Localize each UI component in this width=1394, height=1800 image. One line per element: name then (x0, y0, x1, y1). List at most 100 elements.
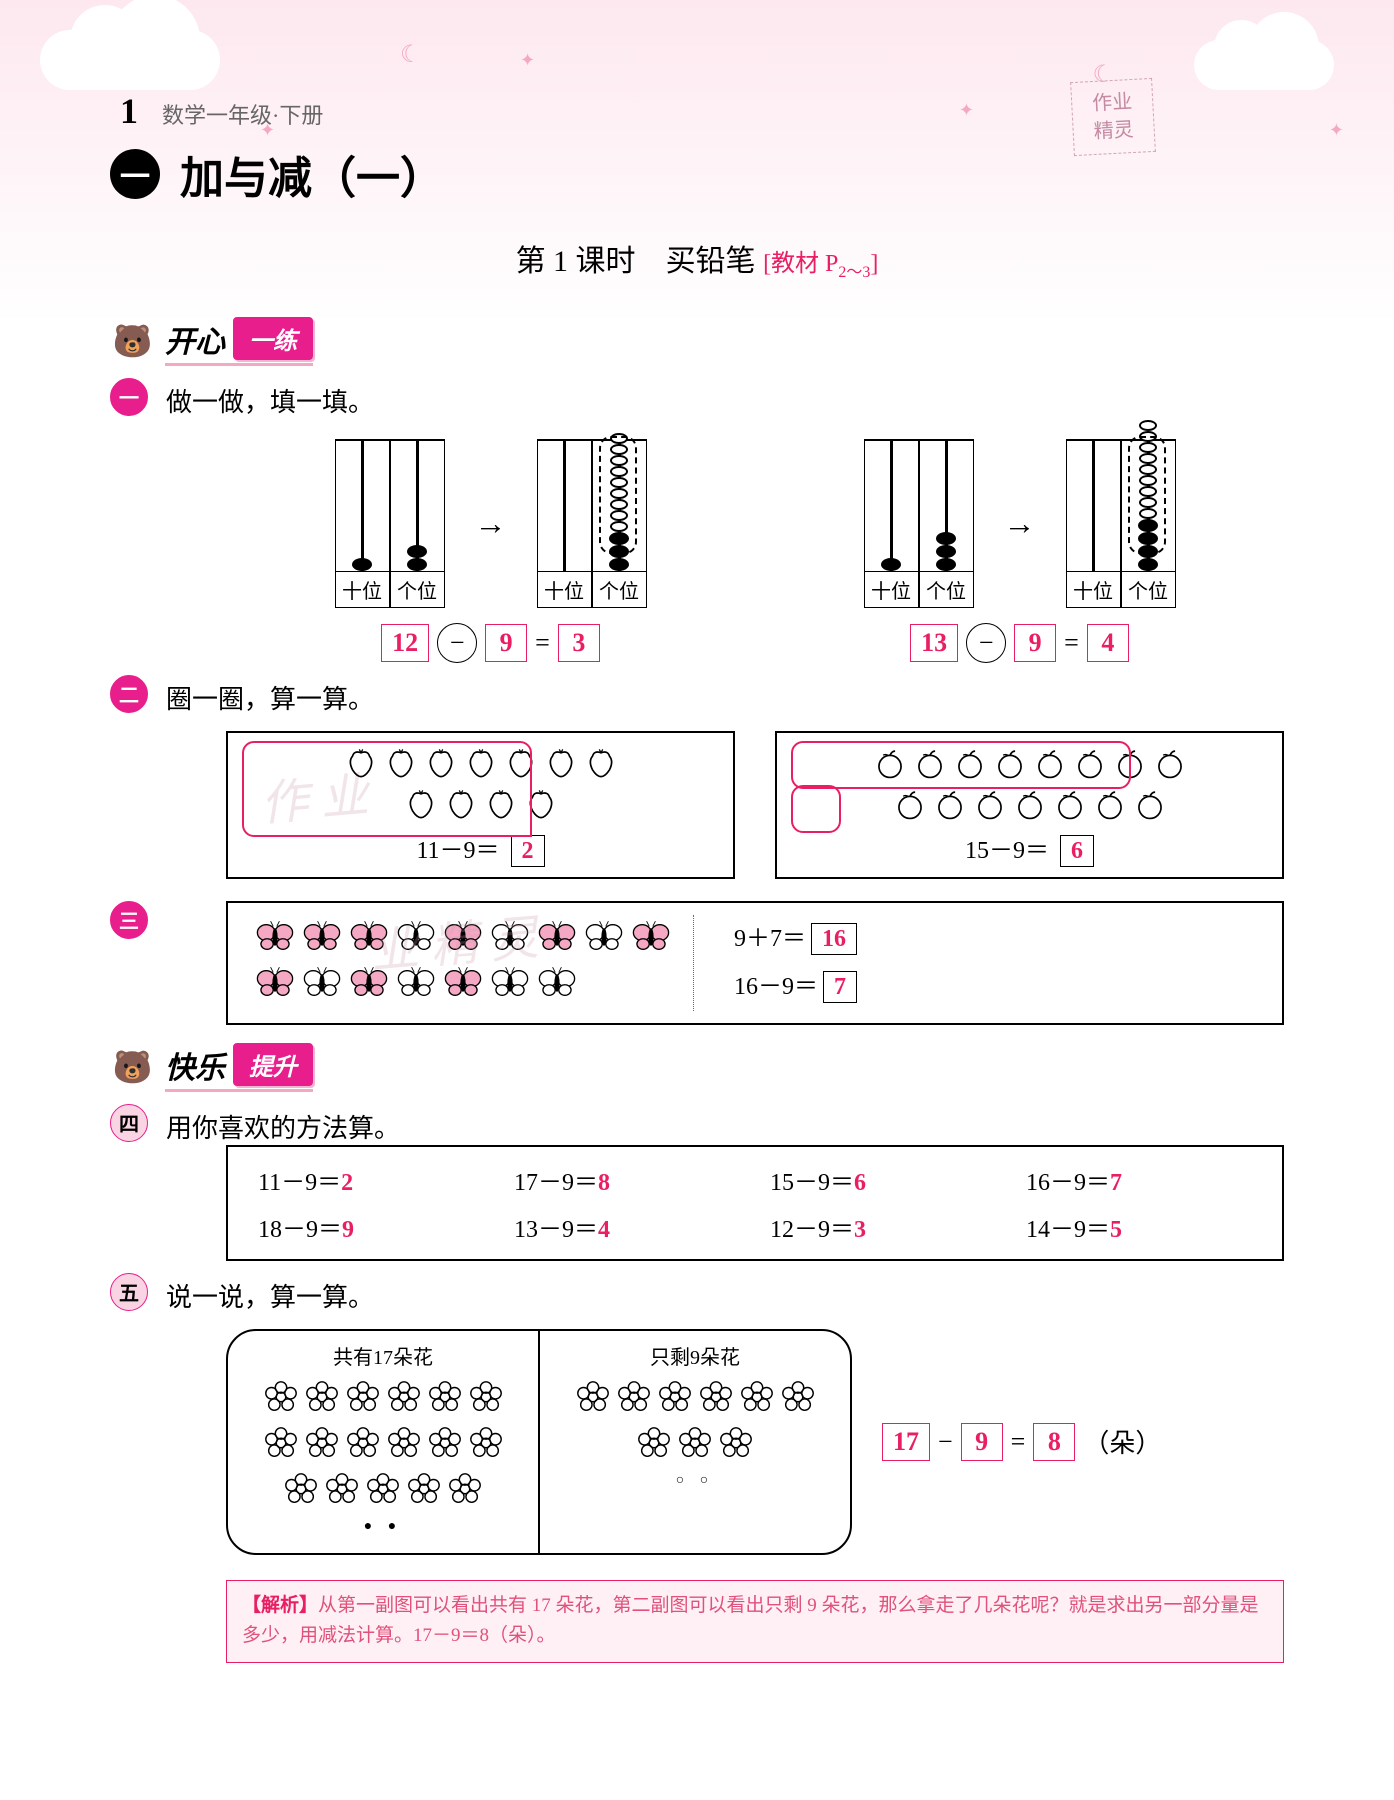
flower-icon (262, 1378, 300, 1421)
flower-icon (385, 1378, 423, 1421)
eq-operand: 12 (381, 624, 429, 662)
apple-icon (972, 786, 1008, 822)
analysis-label: 【解析】 (242, 1595, 318, 1616)
eq-answer: 7 (823, 971, 857, 1003)
flower-icon (426, 1424, 464, 1467)
problem-text: 说一说，算一算。 (166, 1273, 1284, 1314)
flower-icon (385, 1424, 423, 1467)
flower-icon (676, 1424, 714, 1467)
flower-icon (426, 1378, 464, 1421)
peach-box: 11－9＝ 2 (226, 731, 735, 879)
bear-icon: 🐻 (110, 319, 155, 364)
section-header-improve: 🐻 快乐 提升 (110, 1043, 1284, 1092)
butterfly-icon (535, 964, 579, 1007)
eq-operand: 13 (910, 624, 958, 662)
calc-item: 18－9＝9 (258, 1209, 484, 1244)
abacus: 十位 个位 (864, 439, 974, 608)
section-badge: 一练 (233, 317, 313, 360)
peach-icon (543, 745, 579, 781)
abacus: 十位 个位 (335, 439, 445, 608)
header-subtitle: 数学一年级·下册 (162, 103, 323, 128)
dashed-outline (599, 436, 637, 554)
eq-operator: − (938, 1427, 953, 1457)
flower-icon (405, 1470, 443, 1513)
calc-item: 15－9＝6 (770, 1162, 996, 1197)
abacus-group-2: 十位 个位 → 十位 (864, 439, 1176, 608)
eq-answer: 2 (511, 835, 545, 867)
circle-outline (791, 785, 841, 833)
peach-icon (463, 745, 499, 781)
peach-icon (443, 786, 479, 822)
star-icon: ✦ (260, 120, 275, 141)
apple-icon (1032, 745, 1068, 781)
analysis-box: 【解析】从第一副图可以看出共有 17 朵花，第二副图可以看出只剩 9 朵花，那么… (226, 1580, 1284, 1663)
eq-operator: − (437, 623, 477, 663)
problem-text: 用你喜欢的方法算。 (166, 1104, 1284, 1145)
butterfly-icon (300, 964, 344, 1007)
bear-icon: 🐻 (110, 1045, 155, 1090)
flower-icon (467, 1378, 505, 1421)
flower-icon (738, 1378, 776, 1421)
peach-icon (423, 745, 459, 781)
flower-icon (262, 1424, 300, 1467)
eq-answer: 16 (811, 923, 857, 955)
equation-2: 13 − 9 = 4 (910, 623, 1129, 663)
calc-item: 11－9＝2 (258, 1162, 484, 1197)
arrow-icon: → (1004, 505, 1036, 542)
eq-answer: 3 (558, 624, 600, 662)
moon-icon: ☾ (400, 40, 422, 69)
star-icon: ✦ (1329, 120, 1344, 141)
eq-operator: − (966, 623, 1006, 663)
butterfly-icon (253, 918, 297, 961)
eq-operand: 9 (961, 1423, 1003, 1461)
flower-panels: 共有17朵花 ● ● 只剩9朵花 ○ ○ (226, 1329, 852, 1555)
flower-icon (615, 1378, 653, 1421)
tens-label: 十位 (865, 571, 918, 607)
abacus: 十位 个位 (537, 439, 647, 608)
lesson-name: 买铅笔 (666, 245, 756, 278)
problem-5: 五 说一说，算一算。 共有17朵花 ● ● 只剩9朵花 ○ ○ (110, 1273, 1284, 1663)
apple-icon (892, 786, 928, 822)
stamp-line1: 作业 (1092, 88, 1133, 118)
calculation-grid: 11－9＝217－9＝815－9＝616－9＝718－9＝913－9＝412－9… (226, 1145, 1284, 1261)
dots-icon: ○ ○ (565, 1473, 825, 1489)
section-badge: 提升 (233, 1043, 313, 1086)
eq-operand: 17 (882, 1423, 930, 1461)
problem-badge: 二 (110, 675, 148, 713)
panel-title: 只剩9朵花 (565, 1341, 825, 1370)
tens-label: 十位 (1067, 571, 1120, 607)
eq-lhs: 15－9＝ (965, 838, 1049, 864)
calc-item: 13－9＝4 (514, 1209, 740, 1244)
peach-icon (383, 745, 419, 781)
calc-item: 14－9＝5 (1026, 1209, 1252, 1244)
flower-icon (303, 1378, 341, 1421)
eq-equals: = (1011, 1427, 1026, 1457)
apple-icon (872, 745, 908, 781)
eq-unit: （朵） (1083, 1423, 1161, 1460)
butterfly-icon (347, 964, 391, 1007)
chapter-icon: 一 (110, 149, 160, 199)
cloud-deco (40, 30, 220, 90)
chapter-number: 1 (120, 90, 138, 132)
eq-operand: 9 (485, 624, 527, 662)
apple-icon (912, 745, 948, 781)
flower-icon (364, 1470, 402, 1513)
butterfly-equations: 9＋7＝16 16－9＝7 (693, 915, 857, 1011)
equation-1: 12 − 9 = 3 (381, 623, 600, 663)
butterfly-icon (253, 964, 297, 1007)
butterfly-icon (347, 918, 391, 961)
eq-operand: 9 (1014, 624, 1056, 662)
apple-icon (1052, 786, 1088, 822)
peach-icon (523, 786, 559, 822)
apple-icon (1152, 745, 1188, 781)
arrow-icon: → (475, 505, 507, 542)
ones-label: 个位 (920, 571, 973, 607)
flower-icon (574, 1378, 612, 1421)
apple-icon (992, 745, 1028, 781)
flower-icon (656, 1378, 694, 1421)
flower-icon (779, 1378, 817, 1421)
flower-icon (282, 1470, 320, 1513)
abacus-group-1: 十位 个位 → 十位 (335, 439, 647, 608)
textbook-ref: [教材 P2～3] (763, 251, 878, 277)
flower-icon (446, 1470, 484, 1513)
